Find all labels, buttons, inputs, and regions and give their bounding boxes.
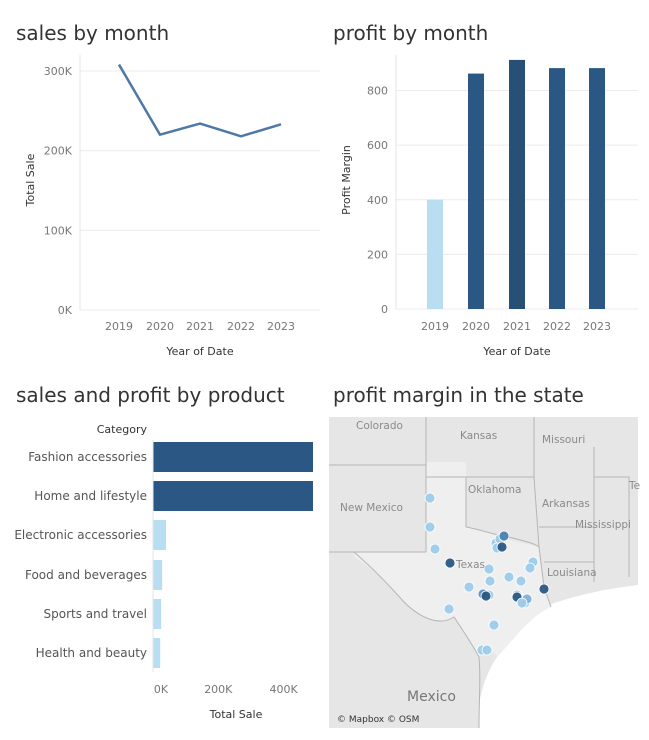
profit-bar[interactable] xyxy=(427,199,443,309)
y-tick-label: 600 xyxy=(367,139,388,152)
x-tick-label: 2022 xyxy=(543,320,571,333)
y-tick-label: 300K xyxy=(44,65,73,78)
store-location-dot[interactable] xyxy=(484,575,496,587)
store-location-dot[interactable] xyxy=(496,541,508,553)
y-tick-label: 0K xyxy=(58,304,73,317)
store-location-dot[interactable] xyxy=(424,521,436,533)
state-map[interactable]: Colorado Kansas Missouri Oklahoma Arkansas Te… xyxy=(329,417,640,729)
product-bar[interactable] xyxy=(153,520,167,550)
map-place-label: Mexico xyxy=(407,689,456,705)
gulf-water xyxy=(479,585,638,728)
category-label: Food and beverages xyxy=(25,568,147,582)
category-label: Health and beauty xyxy=(36,646,147,660)
store-location-dot[interactable] xyxy=(483,563,495,575)
y-axis-title: Profit Margin xyxy=(340,145,353,215)
map-attribution: © Mapbox © OSM xyxy=(337,715,419,725)
product-bar[interactable] xyxy=(153,481,313,511)
category-label: Home and lifestyle xyxy=(34,489,147,503)
x-tick-label: 2019 xyxy=(421,320,449,333)
profit-bar[interactable] xyxy=(589,68,605,309)
store-location-dot[interactable] xyxy=(516,597,528,609)
store-location-dot[interactable] xyxy=(481,644,493,656)
x-tick-label: 400K xyxy=(270,683,299,696)
y-tick-label: 200K xyxy=(44,145,73,158)
map-title: profit margin in the state xyxy=(333,383,584,407)
category-header: Category xyxy=(97,423,148,436)
category-label: Fashion accessories xyxy=(28,450,147,464)
sales-line[interactable] xyxy=(117,63,282,138)
y-tick-label: 400 xyxy=(367,194,388,207)
sales-line-chart[interactable]: 300K 200K 100K 0K 2019 2020 2021 2022 2023 Year o… xyxy=(0,0,320,370)
x-axis-title: Total Sale xyxy=(209,708,263,721)
x-axis-title: Year of Date xyxy=(482,345,550,358)
profit-bar[interactable] xyxy=(509,59,525,309)
map-place-label: Oklahoma xyxy=(468,484,521,496)
store-location-dot[interactable] xyxy=(503,571,515,583)
store-location-dot[interactable] xyxy=(524,562,536,574)
x-tick-label: 200K xyxy=(204,683,233,696)
profit-bar[interactable] xyxy=(468,73,484,309)
product-chart-title: sales and profit by product xyxy=(16,383,285,407)
product-bar[interactable] xyxy=(153,638,161,668)
store-location-dot[interactable] xyxy=(488,619,500,631)
store-location-dot[interactable] xyxy=(429,543,441,555)
x-tick-label: 2021 xyxy=(186,320,214,333)
x-axis-title: Year of Date xyxy=(165,345,233,358)
y-axis-title: Total Sale xyxy=(24,153,37,207)
profit-bar[interactable] xyxy=(549,68,565,309)
map-place-label: Missouri xyxy=(542,434,585,446)
x-tick-label: 2020 xyxy=(146,320,174,333)
profit-bar-chart[interactable]: 800 600 400 200 0 2019 2020 2021 2022 2023 Year of… xyxy=(320,0,649,370)
x-tick-label: 2023 xyxy=(267,320,295,333)
x-tick-label: 2022 xyxy=(227,320,255,333)
map-place-label: Louisiana xyxy=(547,567,597,579)
map-place-label: Mississippi xyxy=(575,519,631,531)
y-tick-label: 0 xyxy=(381,303,388,316)
map-place-label: Kansas xyxy=(460,430,497,442)
store-location-dot[interactable] xyxy=(444,557,456,569)
map-place-label: Arkansas xyxy=(542,498,590,510)
product-bar[interactable] xyxy=(153,560,163,590)
store-location-dot[interactable] xyxy=(515,575,527,587)
store-location-dot[interactable] xyxy=(424,492,436,504)
store-location-dot[interactable] xyxy=(443,603,455,615)
y-tick-label: 200 xyxy=(367,248,388,261)
y-tick-label: 800 xyxy=(367,85,388,98)
store-location-dot[interactable] xyxy=(463,581,475,593)
x-tick-label: 2021 xyxy=(503,320,531,333)
store-location-dot[interactable] xyxy=(538,583,550,595)
profit-chart-title: profit by month xyxy=(333,21,489,45)
x-tick-label: 2023 xyxy=(583,320,611,333)
x-tick-label: 0K xyxy=(154,683,169,696)
product-bar[interactable] xyxy=(153,442,313,472)
category-label: Electronic accessories xyxy=(14,528,147,542)
x-tick-label: 2020 xyxy=(462,320,490,333)
store-location-dot[interactable] xyxy=(480,590,492,602)
product-bar-chart[interactable]: Category Fashion accessories Home and life… xyxy=(0,410,325,740)
x-tick-label: 2019 xyxy=(105,320,133,333)
store-location-dot[interactable] xyxy=(498,530,510,542)
map-place-label: Colorado xyxy=(356,420,403,432)
map-place-label: Texas xyxy=(455,559,485,571)
map-place-label: New Mexico xyxy=(340,502,403,514)
category-label: Sports and travel xyxy=(44,607,147,621)
product-bar[interactable] xyxy=(153,599,162,629)
y-tick-label: 100K xyxy=(44,224,73,237)
map-place-label: Te xyxy=(628,480,640,492)
sales-chart-title: sales by month xyxy=(16,21,170,45)
